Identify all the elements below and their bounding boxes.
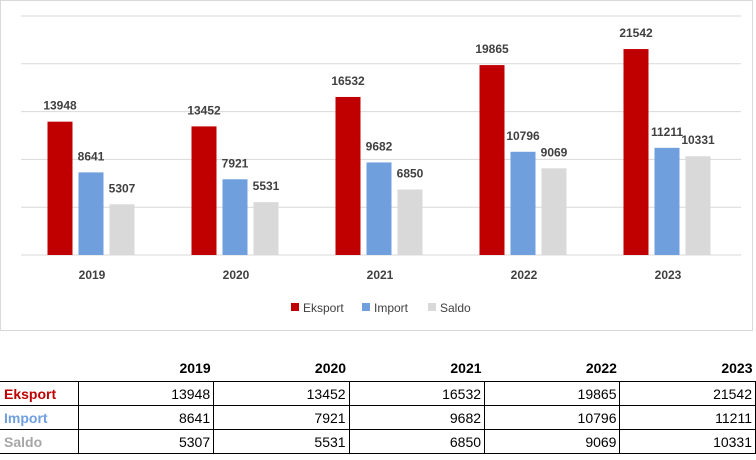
data-label: 16532 — [331, 74, 365, 88]
data-label: 9682 — [366, 139, 393, 153]
bar-saldo-2022 — [541, 168, 567, 255]
bar-saldo-2019 — [109, 204, 135, 255]
table-cell: 13452 — [213, 381, 350, 406]
table-cell: 6850 — [348, 429, 486, 454]
chart-area: 13948 8641 5307 2019 13452 7921 5531 2020 16532 9… — [0, 0, 753, 331]
table-cell: 21542 — [619, 381, 756, 406]
x-tick-label: 2021 — [367, 268, 394, 282]
legend-label-saldo: Saldo — [440, 301, 471, 315]
data-label: 21542 — [619, 26, 653, 40]
table-cell: 5307 — [77, 429, 215, 454]
legend-swatch-import — [362, 303, 370, 311]
data-label: 9069 — [541, 145, 568, 159]
row-label-eksport: Eksport — [0, 381, 79, 406]
table-cell: 9682 — [348, 405, 486, 430]
row-label-import: Import — [0, 405, 79, 430]
bar-saldo-2023 — [685, 156, 711, 255]
bar-chart: 13948 8641 5307 2019 13452 7921 5531 2020 16532 9… — [21, 15, 741, 315]
table-header-2023: 2023 — [721, 360, 753, 376]
bar-import-2022 — [510, 151, 536, 255]
bar-import-2021 — [366, 162, 392, 255]
table-cell: 16532 — [348, 381, 486, 406]
table-header-2021: 2021 — [450, 360, 482, 376]
table-cell: 7921 — [213, 405, 350, 430]
x-tick-label: 2019 — [79, 268, 106, 282]
table-cell: 10796 — [484, 405, 621, 430]
data-label: 5307 — [109, 181, 136, 195]
data-label: 10796 — [506, 129, 540, 143]
data-label: 13948 — [43, 99, 77, 113]
table-cell: 9069 — [484, 429, 621, 454]
data-label: 19865 — [475, 42, 509, 56]
legend-label-eksport: Eksport — [303, 301, 344, 315]
row-label-saldo: Saldo — [0, 429, 79, 454]
bar-import-2023 — [654, 147, 680, 255]
table-header-2022: 2022 — [585, 360, 617, 376]
table-row-import: Import 8641 7921 9682 10796 11211 — [0, 405, 756, 430]
table-cell: 13948 — [77, 381, 215, 406]
x-tick-label: 2020 — [223, 268, 250, 282]
bar-saldo-2020 — [253, 202, 279, 255]
data-label: 5531 — [253, 179, 280, 193]
data-label: 8641 — [78, 149, 105, 163]
table-cell: 19865 — [484, 381, 621, 406]
bar-import-2019 — [78, 172, 104, 255]
data-label: 6850 — [397, 167, 424, 181]
table-header-row: 2019 2020 2021 2022 2023 — [0, 355, 756, 382]
data-table: 2019 2020 2021 2022 2023 Eksport 13948 1… — [0, 355, 756, 454]
table-cell: 10331 — [619, 429, 756, 454]
x-tick-label: 2023 — [655, 268, 682, 282]
table-row-saldo: Saldo 5307 5531 6850 9069 10331 — [0, 429, 756, 454]
data-label: 7921 — [222, 156, 249, 170]
table-cell: 11211 — [619, 405, 756, 430]
x-tick-label: 2022 — [511, 268, 538, 282]
bar-saldo-2021 — [397, 189, 423, 255]
table-corner — [0, 355, 78, 382]
bar-eksport-2022 — [479, 65, 505, 255]
legend-label-import: Import — [374, 301, 409, 315]
data-label: 11211 — [651, 125, 683, 139]
table-cell: 8641 — [77, 405, 215, 430]
table-row-eksport: Eksport 13948 13452 16532 19865 21542 — [0, 381, 756, 406]
table-cell: 5531 — [213, 429, 350, 454]
bar-eksport-2019 — [47, 121, 73, 255]
bar-eksport-2023 — [623, 49, 649, 256]
data-label: 13452 — [187, 103, 221, 117]
bar-eksport-2020 — [191, 126, 217, 255]
bar-eksport-2021 — [335, 96, 361, 256]
table-header-2020: 2020 — [314, 360, 347, 376]
legend-swatch-eksport — [291, 303, 299, 311]
data-label: 10331 — [681, 133, 715, 147]
table-header-2019: 2019 — [179, 360, 211, 376]
legend-swatch-saldo — [428, 303, 436, 311]
bar-import-2020 — [222, 179, 248, 255]
